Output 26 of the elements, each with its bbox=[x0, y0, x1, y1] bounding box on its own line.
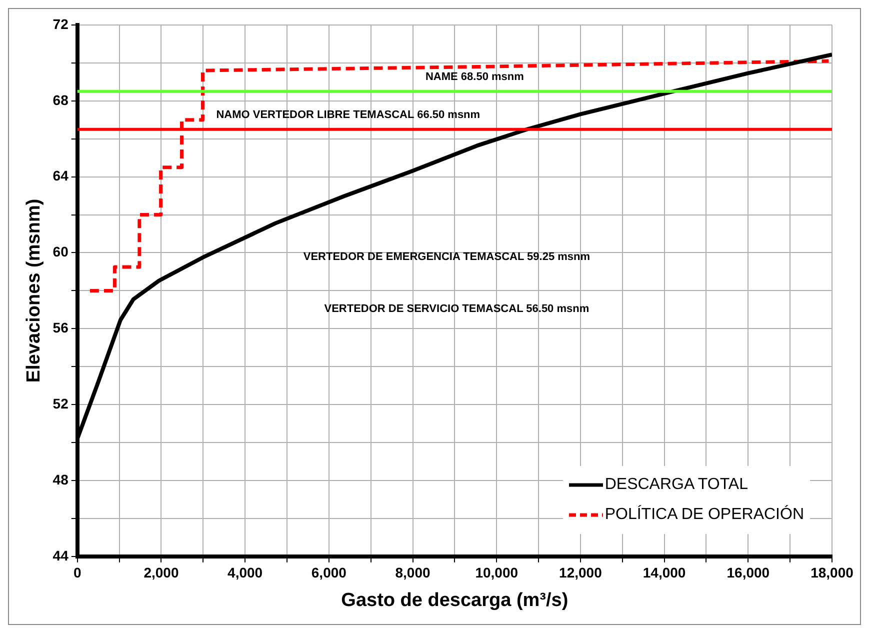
y-tick-label: 48 bbox=[52, 471, 69, 488]
x-tick-label: 16,000 bbox=[726, 564, 770, 581]
legend-label: POLÍTICA DE OPERACIÓN bbox=[604, 506, 804, 524]
y-tick-label: 52 bbox=[52, 395, 69, 412]
y-tick-label: 68 bbox=[52, 92, 69, 108]
ref-line-label: NAME 68.50 msnm bbox=[425, 70, 524, 83]
x-tick-label: 4,000 bbox=[228, 564, 263, 581]
y-tick-label: 60 bbox=[52, 244, 69, 260]
y-tick-label: 72 bbox=[52, 16, 69, 32]
x-tick-label: 18,000 bbox=[810, 564, 854, 581]
y-tick-label: 44 bbox=[52, 547, 69, 564]
x-tick-label: 10,000 bbox=[475, 564, 518, 581]
y-tick-label: 56 bbox=[52, 320, 69, 336]
x-tick-label: 14,000 bbox=[642, 564, 686, 581]
legend-label: DESCARGA TOTAL bbox=[604, 476, 748, 494]
y-axis-title: Elevaciones (msnm) bbox=[24, 198, 45, 383]
y-tick-label: 64 bbox=[52, 168, 69, 184]
x-tick-label: 0 bbox=[73, 564, 82, 581]
x-tick-label: 12,000 bbox=[559, 564, 602, 581]
x-axis-title: Gasto de descarga (m³/s) bbox=[341, 590, 568, 611]
x-tick-label: 6,000 bbox=[311, 564, 347, 581]
x-tick-label: 2,000 bbox=[144, 564, 179, 581]
annotation: VERTEDOR DE EMERGENCIA TEMASCAL 59.25 msnm bbox=[303, 251, 590, 264]
ref-line-label: NAMO VERTEDOR LIBRE TEMASCAL 66.50 msnm bbox=[216, 108, 480, 121]
x-tick-label: 8,000 bbox=[395, 564, 430, 581]
annotation: VERTEDOR DE SERVICIO TEMASCAL 56.50 msnm bbox=[324, 303, 590, 316]
